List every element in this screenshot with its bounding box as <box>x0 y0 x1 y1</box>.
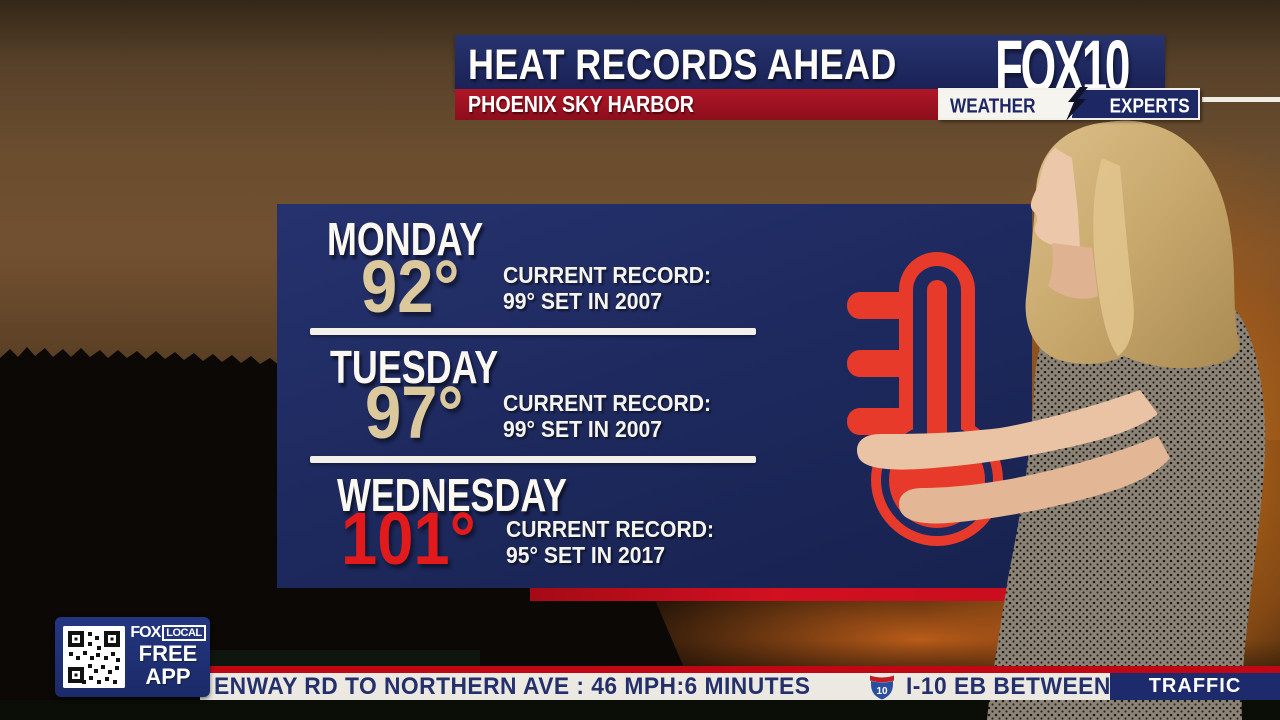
ticker-segment-1: ENWAY RD TO NORTHERN AVE : 46 MPH:6 MINU… <box>214 673 811 700</box>
day-temperature: 97° <box>365 371 464 454</box>
record-label: CURRENT RECORD: <box>506 516 715 542</box>
headline-banner: HEAT RECORDS AHEAD <box>455 35 1165 89</box>
day-record: CURRENT RECORD: 95° SET IN 2017 <box>506 516 714 568</box>
panel-bottom-red-stripe <box>530 588 1136 601</box>
promo-free: FREE <box>138 641 198 666</box>
promo-app: APP <box>145 664 191 689</box>
record-label: CURRENT RECORD: <box>503 262 712 288</box>
day-label: TUESDAY <box>330 341 499 393</box>
record-detail: 99° SET IN 2007 <box>503 288 663 314</box>
interstate-10-shield-icon: 10 <box>869 675 894 699</box>
fox-local-local: LOCAL <box>162 625 206 641</box>
divider-line <box>310 456 756 463</box>
record-detail: 95° SET IN 2017 <box>506 542 666 568</box>
header-accent-line <box>1202 97 1280 102</box>
lightning-bolt-icon <box>1066 87 1088 121</box>
day-label: MONDAY <box>327 213 484 265</box>
fox-local-app-promo: FOX LOCAL FREE APP <box>55 617 210 697</box>
promo-text-block: FOX LOCAL FREE APP <box>129 622 207 688</box>
ticker-category-box: TRAFFIC <box>1110 673 1280 700</box>
headline-title: HEAT RECORDS AHEAD <box>468 41 897 89</box>
badge-experts-label: EXPERTS <box>1109 94 1190 117</box>
day-record: CURRENT RECORD: 99° SET IN 2007 <box>503 390 711 442</box>
qr-code <box>63 626 125 688</box>
day-temperature: 92° <box>361 245 460 328</box>
day-record: CURRENT RECORD: 99° SET IN 2007 <box>503 262 711 314</box>
record-detail: 99° SET IN 2007 <box>503 416 663 442</box>
day-temperature: 101° <box>341 497 476 580</box>
divider-line <box>310 328 756 335</box>
location-banner: PHOENIX SKY HARBOR <box>455 89 938 120</box>
record-label: CURRENT RECORD: <box>503 390 712 416</box>
badge-weather-label: WEATHER <box>950 94 1036 117</box>
day-label: WEDNESDAY <box>337 469 567 521</box>
weather-experts-badge: WEATHER EXPERTS <box>938 87 1200 121</box>
fox-local-fox: FOX <box>130 624 161 641</box>
weather-presenter <box>856 120 1266 720</box>
location-label: PHOENIX SKY HARBOR <box>468 92 694 118</box>
fox-local-logo: FOX LOCAL <box>129 624 207 642</box>
svg-text:10: 10 <box>876 686 888 697</box>
traffic-ticker: ENWAY RD TO NORTHERN AVE : 46 MPH:6 MINU… <box>200 666 1280 700</box>
ticker-category-label: TRAFFIC <box>1148 675 1242 697</box>
ticker-red-border <box>200 666 1280 673</box>
